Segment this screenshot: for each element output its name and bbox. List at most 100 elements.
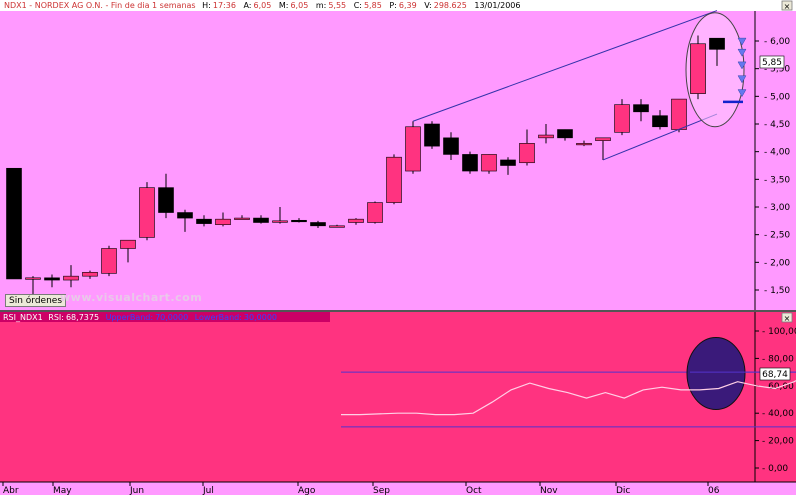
candle-body [481, 154, 497, 172]
candle [25, 276, 41, 296]
candle-body [82, 271, 98, 277]
time-axis [0, 482, 796, 495]
candle-body [519, 143, 535, 164]
down-arrow-icon [737, 37, 747, 46]
candle [462, 151, 478, 174]
price-header-bar [0, 0, 796, 11]
candle [557, 129, 573, 141]
candle [443, 132, 459, 160]
x-tick-label: May [53, 486, 72, 495]
candle-body [367, 202, 383, 223]
candle [272, 207, 288, 224]
candle-body [329, 225, 345, 228]
price-tick-label: - 1,50 [764, 286, 790, 296]
price-tick-label: - 2,00 [764, 258, 790, 268]
candle [405, 121, 421, 174]
candle [367, 201, 383, 224]
price-panel-close-button[interactable]: × [781, 0, 793, 11]
candle-body [120, 239, 136, 249]
candle [481, 154, 497, 174]
candle-body [595, 137, 611, 141]
x-tick-label: Ago [298, 486, 316, 495]
candle [310, 220, 326, 229]
watermark-logo: www.visualchart.com [60, 291, 203, 304]
candle [633, 99, 649, 122]
price-header: NDX1 - NORDEX AG O.N. - Fin de dia 1 sem… [4, 1, 520, 10]
candle [139, 182, 155, 241]
candle-body [196, 218, 212, 224]
rsi-plot [341, 336, 796, 428]
trendline-lower [602, 113, 718, 161]
candle-body [405, 126, 421, 172]
candle [196, 215, 212, 227]
candle-body [215, 218, 231, 226]
candle-body [272, 220, 288, 223]
candle [348, 218, 364, 225]
x-tick-label: Sep [373, 486, 390, 495]
trendline-upper [412, 10, 718, 122]
price-tick-labels: - 1,50 - 2,00 - 2,50 - 3,00 - 3,50 - 4,00 - 4,… [755, 37, 790, 296]
rsi-line [341, 379, 796, 416]
price-annotations [412, 10, 747, 161]
candle-body [234, 217, 250, 220]
candle [82, 270, 98, 279]
candle [614, 99, 630, 136]
candle-body [253, 217, 269, 223]
candle-body [671, 98, 687, 130]
candle [234, 215, 250, 220]
orders-button[interactable]: Sin órdenes [5, 294, 67, 307]
price-tick-label: - 4,00 [764, 148, 790, 158]
down-arrow-icon [737, 48, 747, 57]
candle [253, 215, 269, 224]
candle [101, 245, 117, 277]
candle-body [6, 167, 22, 280]
candle-body [652, 115, 668, 128]
candle [329, 224, 345, 228]
x-tick-label: 06 [708, 486, 720, 495]
candle-body [424, 123, 440, 147]
price-tick-label: - 3,00 [764, 203, 790, 213]
candle-body [44, 277, 60, 281]
rsi-tick-label: - 40,00 [762, 409, 794, 419]
x-tick-label: Oct [466, 486, 482, 495]
down-arrow-icon [737, 61, 747, 70]
rsi-axis [755, 312, 796, 482]
candle [215, 212, 231, 227]
rsi-tick-label: - 0,00 [762, 464, 788, 474]
candle [177, 209, 193, 232]
candle-body [139, 187, 155, 238]
price-panel [0, 11, 755, 310]
candle [576, 140, 592, 147]
candle [652, 110, 668, 130]
candle-body [158, 187, 174, 213]
price-tick-label: - 4,50 [764, 120, 790, 130]
last-price-tag: 5,85 [759, 55, 785, 69]
candle-body [500, 159, 516, 166]
candle [44, 274, 60, 288]
candle-body [690, 43, 706, 94]
price-tick-label: - 6,00 [764, 37, 790, 47]
price-tick-label: - 3,50 [764, 175, 790, 185]
candle [6, 167, 22, 280]
rsi-tick-label: - 60,00 [762, 382, 794, 392]
candle-body [291, 219, 307, 223]
candle-body [310, 222, 326, 227]
close-icon: × [784, 314, 791, 323]
candle-body [633, 104, 649, 113]
rsi-panel-close-button[interactable]: × [781, 312, 793, 323]
rsi-tick-label: - 20,00 [762, 437, 794, 447]
candle-body [443, 137, 459, 155]
highlight-ellipse [685, 12, 745, 128]
x-tick-label: Jul [202, 486, 214, 495]
candle [158, 173, 174, 219]
svg-text:5,85: 5,85 [762, 58, 782, 68]
candle-body [101, 248, 117, 274]
candle-body [462, 154, 478, 172]
down-arrow-icon [737, 89, 747, 98]
rsi-last-value-tag: 68,74 [759, 367, 791, 381]
price-tick-label: - 2,50 [764, 231, 790, 241]
candle-body [614, 104, 630, 133]
candle-body [538, 134, 554, 139]
rsi-header-bar [0, 312, 330, 322]
